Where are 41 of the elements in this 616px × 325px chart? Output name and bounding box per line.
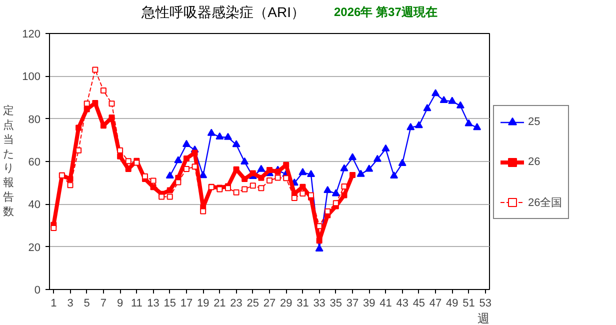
x-tick-label: 29 xyxy=(280,298,292,310)
x-tick-label: 13 xyxy=(147,298,160,310)
y-tick-label: 100 xyxy=(22,71,41,84)
y-tick-label: 80 xyxy=(28,114,41,126)
x-tick-label: 37 xyxy=(346,298,359,310)
x-tick-label: 35 xyxy=(330,298,342,310)
x-tick-label: 51 xyxy=(462,298,475,310)
x-tick-label: 45 xyxy=(412,298,426,310)
x-tick-label: 49 xyxy=(446,298,458,310)
x-tick-label: 25 xyxy=(246,298,260,310)
x-axis-title: 週 xyxy=(478,312,490,325)
x-tick-label: 9 xyxy=(117,298,124,310)
y-tick-label: 60 xyxy=(28,156,41,168)
x-tick-label: 15 xyxy=(164,298,176,310)
x-tick-label: 19 xyxy=(196,298,210,310)
x-tick-label: 3 xyxy=(67,298,74,310)
x-tick-label: 5 xyxy=(84,298,90,310)
x-tick-label: 27 xyxy=(263,298,276,310)
y-tick-label: 0 xyxy=(34,284,41,296)
chart-subtitle: 2026年 第37週現在 xyxy=(334,4,438,21)
y-tick-label: 40 xyxy=(28,199,41,212)
x-tick-label: 1 xyxy=(50,298,57,310)
x-tick-label: 21 xyxy=(214,298,226,310)
x-tick-label: 53 xyxy=(479,298,492,310)
x-tick-label: 11 xyxy=(130,298,142,310)
x-tick-label: 43 xyxy=(396,298,408,310)
x-tick-label: 23 xyxy=(230,298,242,310)
x-tick-label: 7 xyxy=(100,298,107,310)
y-tick-label: 120 xyxy=(22,28,41,40)
legend-label: 26全国 xyxy=(528,196,562,210)
x-tick-label: 31 xyxy=(296,298,309,310)
y-tick-label: 20 xyxy=(28,242,41,254)
x-tick-label: 47 xyxy=(429,298,442,310)
x-tick-label: 41 xyxy=(380,298,392,310)
legend-label: 25 xyxy=(528,116,540,128)
chart-title: 急性呼吸器感染症（ARI） xyxy=(142,3,305,22)
x-tick-label: 33 xyxy=(313,298,326,310)
legend-label: 26 xyxy=(528,156,540,168)
y-axis-title: 定点当たり報告数 xyxy=(3,104,14,218)
x-tick-label: 39 xyxy=(363,298,376,310)
x-tick-label: 17 xyxy=(180,298,193,310)
